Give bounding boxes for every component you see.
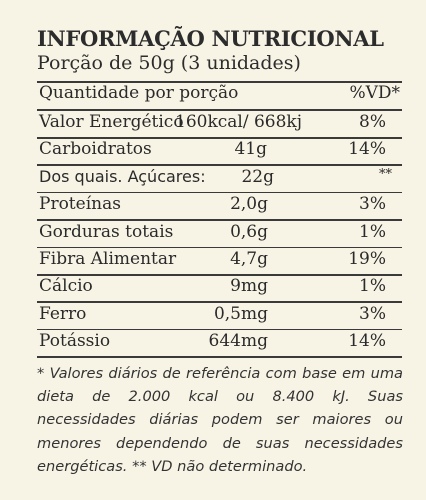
table-row: Potássio 644mg 14% [37, 331, 402, 359]
nutrient-vd: 3% [359, 303, 386, 324]
nutrient-amount: 2,0g [230, 194, 268, 215]
table-row: Fibra Alimentar 4,7g 19% [37, 249, 402, 277]
nutrient-name: Dos quais. Açúcares: [39, 166, 206, 186]
table-header-row: Quantidade por porção %VD* [37, 83, 402, 111]
divider [37, 301, 402, 303]
table-row: Cálcio 9mg 1% [37, 276, 402, 304]
vd-header: %VD* [349, 83, 400, 103]
table-row: Dos quais. Açúcares: 22g ** [37, 167, 402, 195]
nutrient-name: Carboidratos [39, 139, 152, 160]
nutrient-vd: ** [379, 166, 392, 182]
nutrition-label-panel [20, 18, 406, 482]
nutrition-title: INFORMAÇÃO NUTRICIONAL [37, 26, 384, 51]
nutrient-amount: 22g [241, 166, 274, 187]
divider [37, 191, 402, 194]
nutrient-amount: 0,6g [230, 221, 268, 242]
nutrient-name: Ferro [39, 303, 87, 324]
nutrient-vd: 19% [348, 249, 386, 269]
table-row: Carboidratos 41g 14% [37, 139, 402, 167]
divider [37, 109, 402, 111]
nutrient-vd: 8% [359, 112, 386, 132]
nutrient-amount: 9mg [230, 276, 268, 297]
portion-size: Porção de 50g (3 unidades) [37, 52, 301, 74]
nutrient-name: Proteínas [39, 194, 121, 215]
nutrient-amount: 4,7g [230, 249, 268, 269]
divider [37, 164, 402, 166]
divider [37, 356, 402, 358]
nutrient-name: Gorduras totais [39, 221, 174, 242]
nutrient-amount: 160kcal/ 668kj [175, 112, 302, 132]
divider [37, 246, 402, 249]
nutrient-name: Valor Energético [39, 112, 184, 132]
divider [37, 137, 402, 139]
nutrient-name: Cálcio [39, 276, 93, 297]
quantity-header: Quantidade por porção [39, 83, 239, 103]
nutrient-vd: 1% [359, 221, 386, 242]
nutrient-amount: 0,5mg [213, 303, 268, 324]
nutrient-name: Potássio [39, 331, 111, 352]
footnote: * Valores diários de referência com base… [37, 365, 403, 475]
divider [37, 219, 402, 221]
divider [37, 328, 402, 331]
nutrient-vd: 1% [359, 276, 386, 297]
nutrient-vd: 3% [359, 194, 386, 215]
nutrient-amount: 644mg [208, 331, 268, 352]
divider [37, 81, 402, 83]
nutrient-vd: 14% [348, 139, 386, 160]
table-row: Gorduras totais 0,6g 1% [37, 222, 402, 250]
table-row: Ferro 0,5mg 3% [37, 304, 402, 332]
table-row: Proteínas 2,0g 3% [37, 194, 402, 222]
divider [37, 274, 402, 276]
table-row: Valor Energético 160kcal/ 668kj 8% [37, 112, 402, 140]
nutrient-vd: 14% [348, 331, 386, 352]
nutrient-amount: 41g [234, 139, 267, 160]
nutrient-name: Fibra Alimentar [39, 249, 177, 269]
